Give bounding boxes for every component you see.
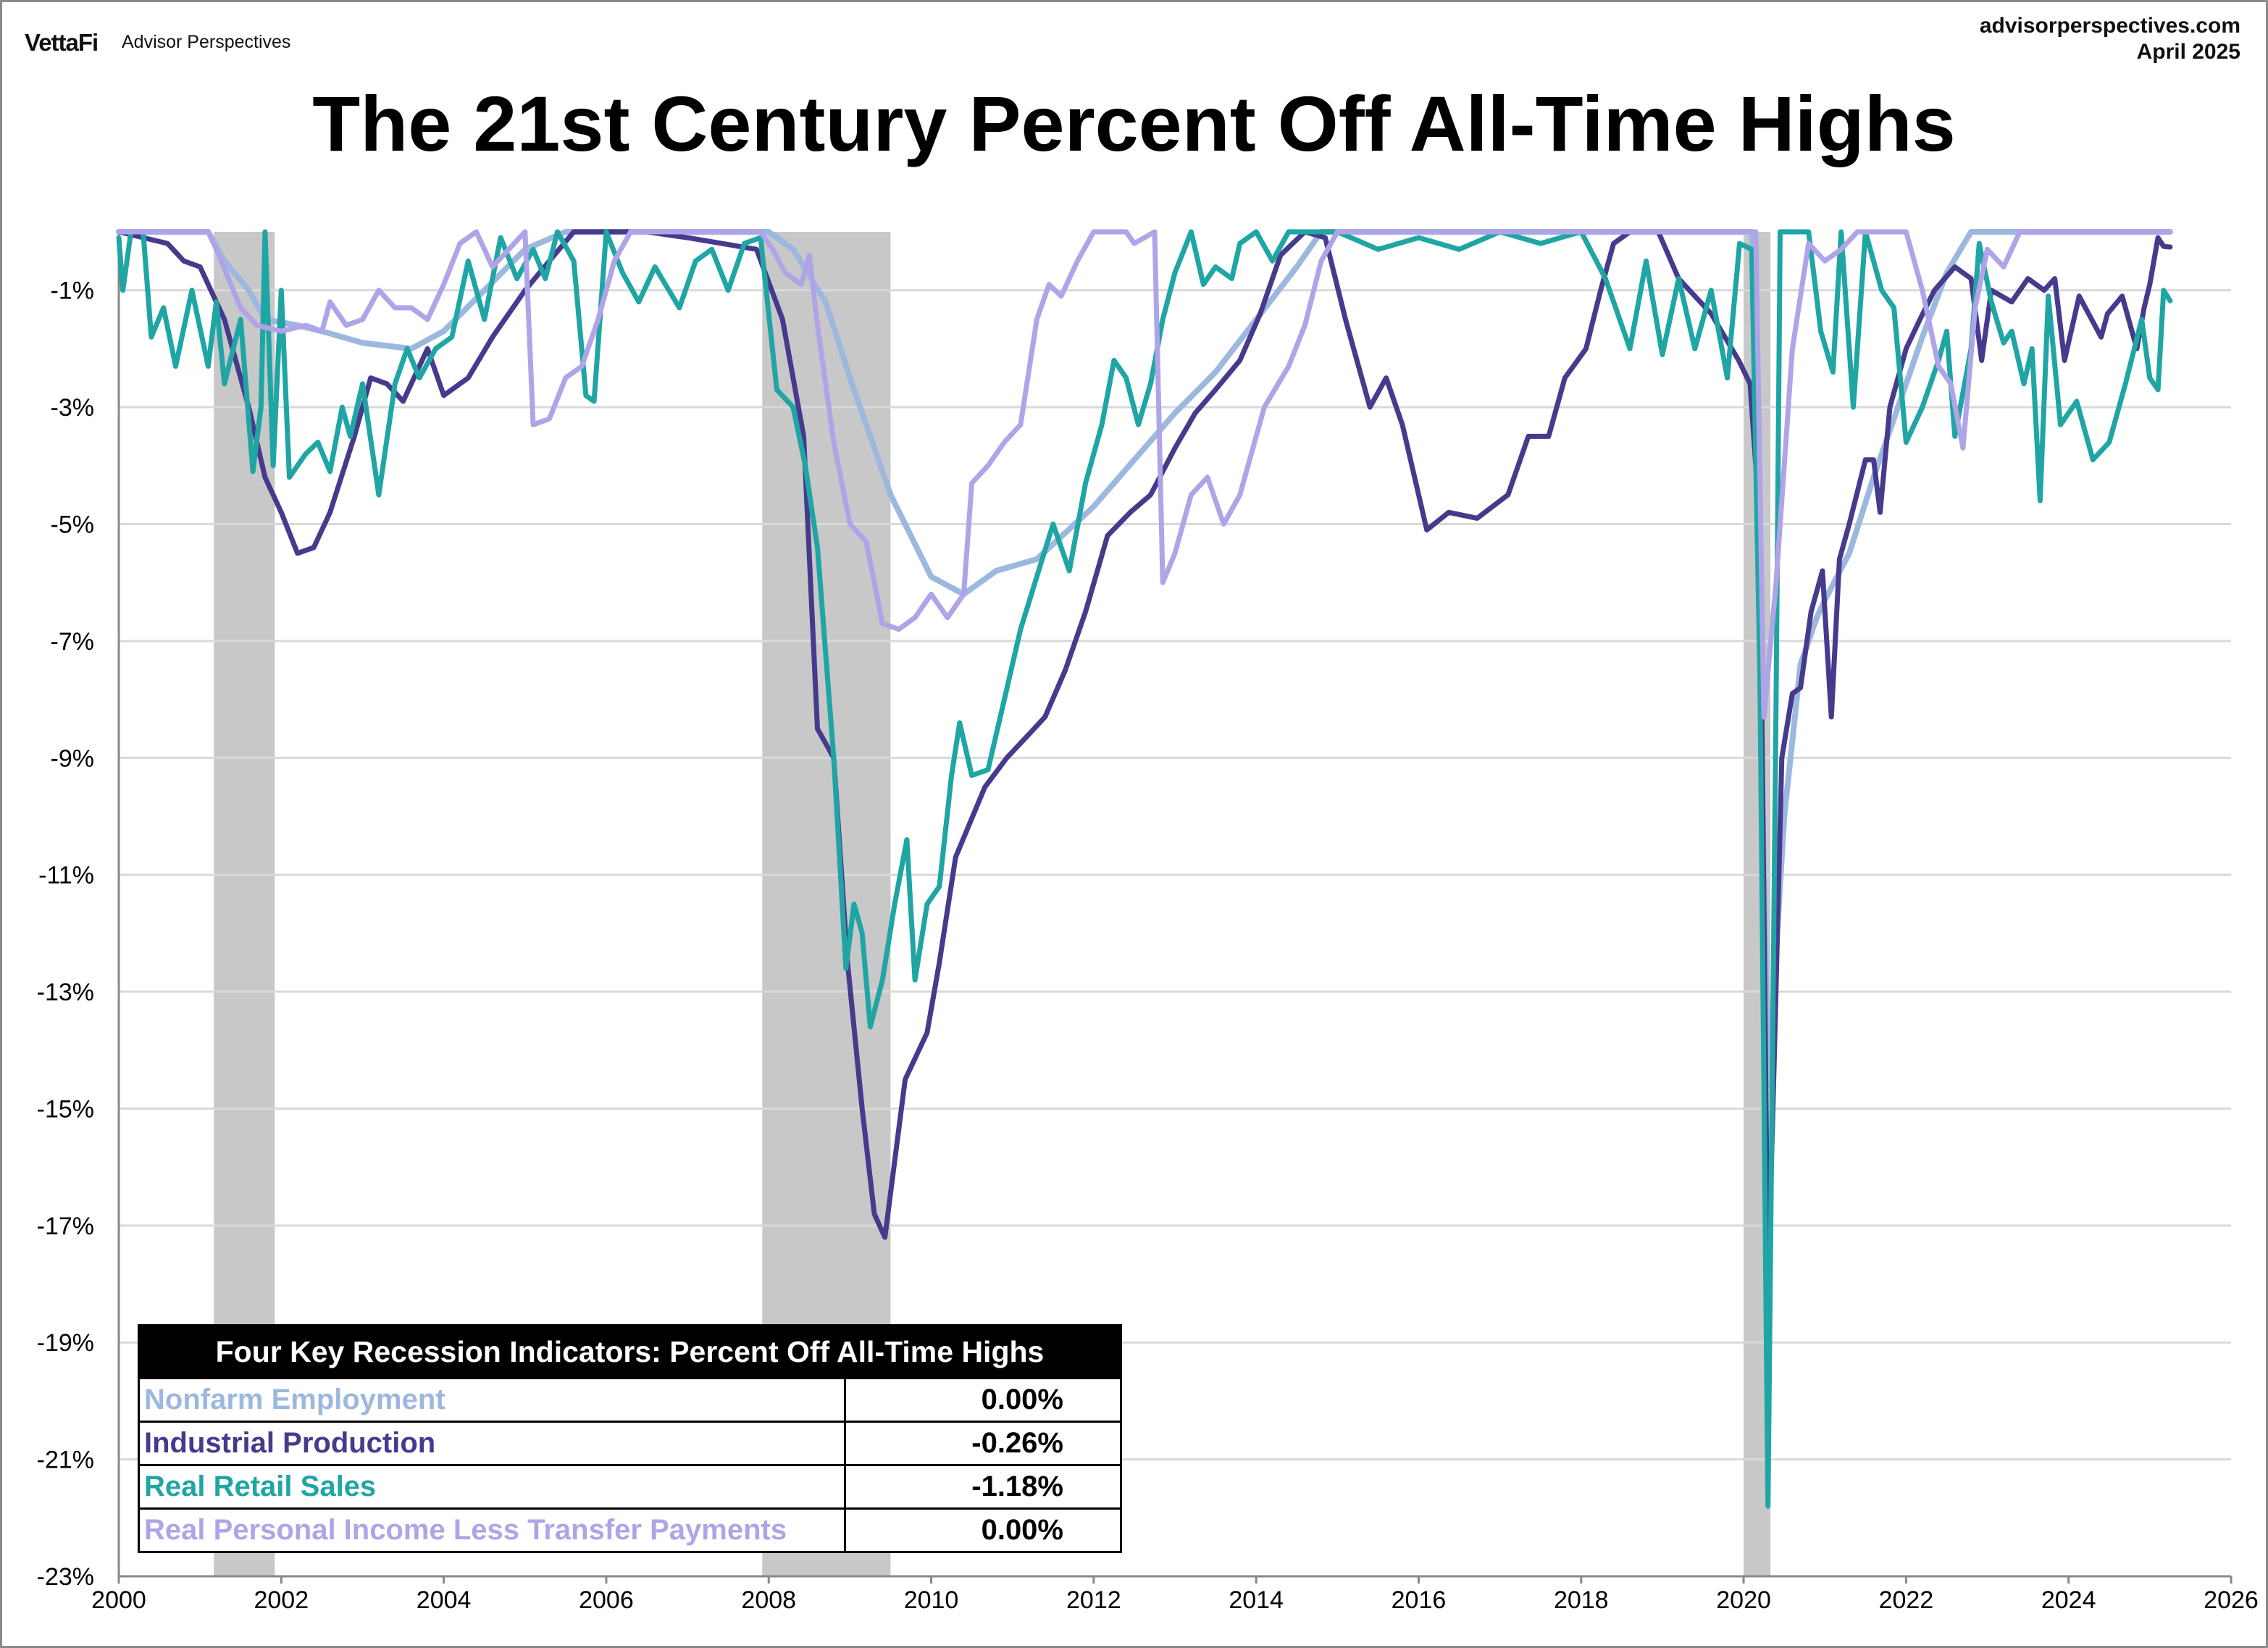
y-tick-label: -3% xyxy=(51,394,94,422)
logo-subtitle: Advisor Perspectives xyxy=(122,32,291,52)
y-tick-label: -19% xyxy=(37,1329,94,1357)
legend-value: -0.26% xyxy=(971,1427,1063,1459)
legend-row-income: Real Personal Income Less Transfer Payme… xyxy=(140,1507,1120,1551)
x-tick-label: 2010 xyxy=(904,1586,959,1614)
x-tick-label: 2018 xyxy=(1554,1586,1609,1614)
legend-table-title: Four Key Recession Indicators: Percent O… xyxy=(140,1326,1120,1377)
y-tick-label: -5% xyxy=(51,511,94,538)
vettafi-logo: VettaFi xyxy=(25,29,99,56)
series-line-industrial-production xyxy=(116,229,2173,1293)
legend-table: Four Key Recession Indicators: Percent O… xyxy=(138,1324,1122,1553)
x-tick-label: 2002 xyxy=(254,1586,309,1614)
y-tick-label: -9% xyxy=(51,745,94,772)
series-line-real-retail-sales xyxy=(116,229,2173,1509)
chart-title: The 21st Century Percent Off All-Time Hi… xyxy=(312,80,1956,167)
y-tick-label: -17% xyxy=(37,1213,94,1240)
x-tick-label: 2006 xyxy=(579,1586,634,1614)
legend-label: Real Retail Sales xyxy=(140,1466,846,1507)
legend-value: -1.18% xyxy=(971,1471,1063,1502)
site-url: advisorperspectives.com xyxy=(1979,14,2240,38)
legend-label: Nonfarm Employment xyxy=(140,1379,846,1421)
legend-row-industrial: Industrial Production -0.26% xyxy=(140,1421,1120,1464)
y-tick-label: -1% xyxy=(51,277,94,305)
legend-label: Real Personal Income Less Transfer Payme… xyxy=(140,1510,846,1551)
source-info: advisorperspectives.com April 2025 xyxy=(1980,13,2240,65)
x-tick-label: 2014 xyxy=(1229,1586,1284,1614)
legend-row-nonfarm: Nonfarm Employment 0.00% xyxy=(140,1377,1120,1421)
series-line-real-personal-income-less-transfer-payments xyxy=(116,229,2173,720)
x-tick-label: 2020 xyxy=(1716,1586,1771,1614)
x-tick-label: 2026 xyxy=(2204,1586,2259,1614)
publish-date: April 2025 xyxy=(2136,40,2240,64)
x-tick-label: 2008 xyxy=(741,1586,796,1614)
y-tick-label: -23% xyxy=(37,1563,94,1591)
legend-label: Industrial Production xyxy=(140,1423,846,1464)
y-tick-label: -13% xyxy=(37,979,94,1006)
series-line-nonfarm-employment xyxy=(116,229,2173,1089)
y-tick-label: -15% xyxy=(37,1095,94,1123)
y-tick-label: -11% xyxy=(38,862,94,890)
legend-row-retail: Real Retail Sales -1.18% xyxy=(140,1464,1120,1507)
x-tick-label: 2004 xyxy=(417,1586,472,1614)
legend-value: 0.00% xyxy=(981,1514,1063,1546)
x-tick-label: 2012 xyxy=(1066,1586,1121,1614)
y-tick-label: -21% xyxy=(37,1447,94,1474)
x-tick-label: 2016 xyxy=(1392,1586,1447,1614)
y-tick-label: -7% xyxy=(51,628,94,656)
x-tick-label: 2024 xyxy=(2041,1586,2096,1614)
legend-value: 0.00% xyxy=(981,1384,1063,1415)
x-tick-label: 2000 xyxy=(91,1586,146,1614)
x-tick-label: 2022 xyxy=(1879,1586,1934,1614)
